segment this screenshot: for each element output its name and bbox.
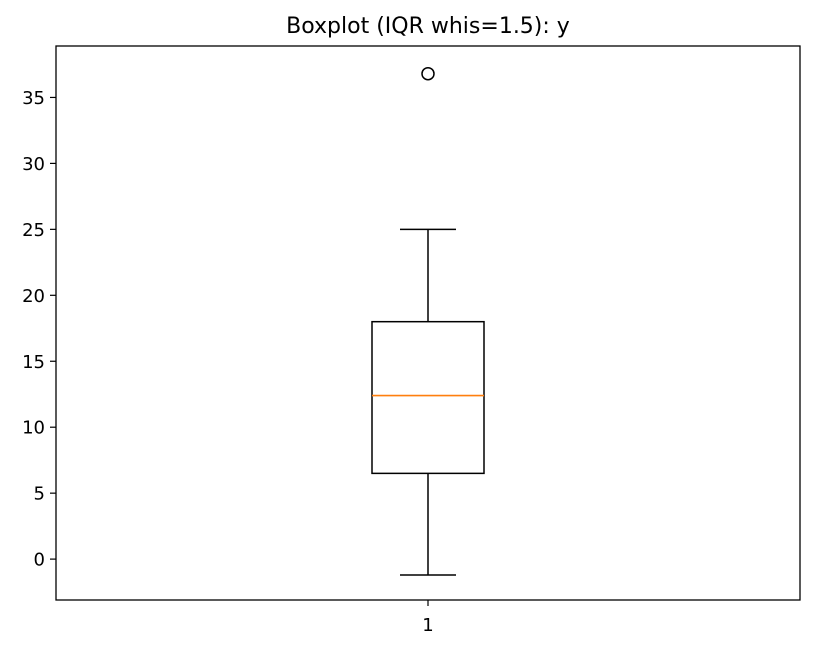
x-tick-label: 1	[422, 615, 433, 636]
y-tick-label: 30	[22, 154, 45, 175]
y-tick-label: 5	[34, 484, 45, 505]
plot-area	[371, 66, 485, 576]
y-tick-label: 10	[22, 418, 45, 439]
y-axis: 0 5 10 15 20 25 30 35	[22, 88, 56, 571]
y-tick-label: 25	[22, 220, 45, 241]
outlier-point	[421, 66, 435, 81]
y-tick-label: 15	[22, 352, 45, 373]
iqr-box	[371, 320, 485, 475]
y-tick-label: 35	[22, 88, 45, 109]
y-tick-label: 0	[34, 550, 45, 571]
plot-frame	[55, 45, 801, 601]
x-axis: 1	[422, 600, 434, 636]
y-tick-label: 20	[22, 286, 45, 307]
chart-title: Boxplot (IQR whis=1.5): y	[286, 14, 570, 39]
